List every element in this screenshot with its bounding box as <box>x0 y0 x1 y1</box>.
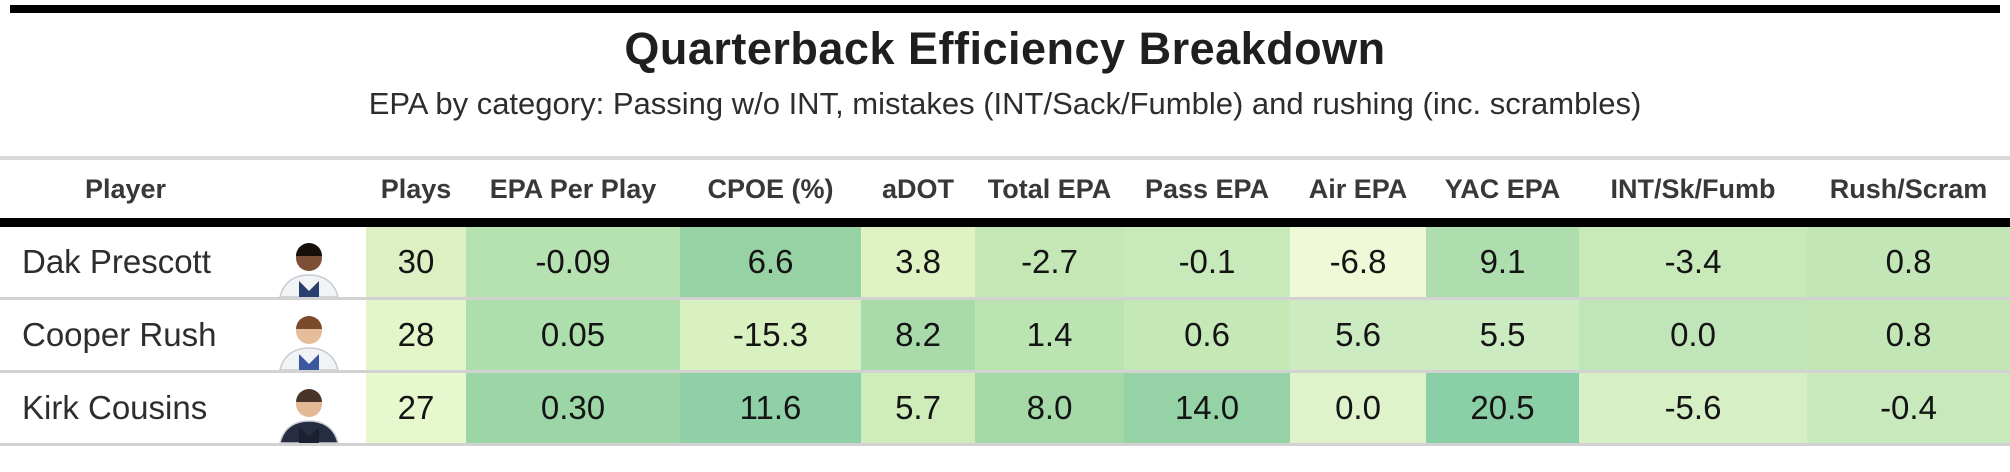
table-row-kirk-cousins: Kirk Cousins 27 0.30 11.6 5.7 8.0 14.0 <box>0 371 2010 446</box>
col-header-player: Player <box>0 156 366 227</box>
cell-cpoe: 11.6 <box>680 371 861 446</box>
cell-yac-epa: 5.5 <box>1426 298 1579 373</box>
cell-plays: 28 <box>366 298 466 373</box>
cell-adot: 8.2 <box>861 298 975 373</box>
player-cell: Dak Prescott <box>0 222 366 300</box>
cell-epa-per-play: -0.09 <box>466 222 680 300</box>
table-header: Player Plays EPA Per Play CPOE (%) aDOT … <box>0 156 2010 227</box>
cell-total-epa: -2.7 <box>975 222 1124 300</box>
col-header-cpoe: CPOE (%) <box>680 156 861 227</box>
page-subtitle: EPA by category: Passing w/o INT, mistak… <box>368 86 1642 121</box>
player-headshot-icon <box>279 243 339 297</box>
cell-cpoe: -15.3 <box>680 298 861 373</box>
player-name: Kirk Cousins <box>22 389 208 426</box>
col-header-rush-scram: Rush/Scram <box>1807 156 2010 227</box>
cell-total-epa: 1.4 <box>975 298 1124 373</box>
cell-plays: 27 <box>366 371 466 446</box>
cell-rush-scram: -0.4 <box>1807 371 2010 446</box>
cell-epa-per-play: 0.05 <box>466 298 680 373</box>
header-row: Player Plays EPA Per Play CPOE (%) aDOT … <box>0 156 2010 227</box>
cell-pass-epa: 0.6 <box>1124 298 1290 373</box>
col-header-pass-epa: Pass EPA <box>1124 156 1290 227</box>
cell-air-epa: 5.6 <box>1290 298 1426 373</box>
player-headshot-icon <box>279 389 339 443</box>
player-cell: Cooper Rush <box>0 298 366 373</box>
cell-rush-scram: 0.8 <box>1807 222 2010 300</box>
cell-adot: 3.8 <box>861 222 975 300</box>
player-cell: Kirk Cousins <box>0 371 366 446</box>
cell-yac-epa: 20.5 <box>1426 371 1579 446</box>
top-divider <box>10 5 2000 13</box>
cell-pass-epa: -0.1 <box>1124 222 1290 300</box>
col-header-air-epa: Air EPA <box>1290 156 1426 227</box>
cell-air-epa: -6.8 <box>1290 222 1426 300</box>
cell-epa-per-play: 0.30 <box>466 371 680 446</box>
cell-rush-scram: 0.8 <box>1807 298 2010 373</box>
cell-cpoe: 6.6 <box>680 222 861 300</box>
cell-int-sk-fumb: -5.6 <box>1579 371 1807 446</box>
col-header-adot: aDOT <box>861 156 975 227</box>
page-title: Quarterback Efficiency Breakdown <box>624 23 1386 74</box>
cell-adot: 5.7 <box>861 371 975 446</box>
table-row-cooper-rush: Cooper Rush 28 0.05 -15.3 8.2 1.4 0.6 <box>0 298 2010 373</box>
player-name: Cooper Rush <box>22 316 217 353</box>
col-header-total-epa: Total EPA <box>975 156 1124 227</box>
cell-int-sk-fumb: -3.4 <box>1579 222 1807 300</box>
cell-plays: 30 <box>366 222 466 300</box>
col-header-yac-epa: YAC EPA <box>1426 156 1579 227</box>
cell-air-epa: 0.0 <box>1290 371 1426 446</box>
col-header-plays: Plays <box>366 156 466 227</box>
table-row-dak-prescott: Dak Prescott 30 -0.09 6.6 3.8 -2.7 -0.1 <box>0 222 2010 300</box>
cell-pass-epa: 14.0 <box>1124 371 1290 446</box>
col-header-epa-per-play: EPA Per Play <box>466 156 680 227</box>
stats-table: Player Plays EPA Per Play CPOE (%) aDOT … <box>0 156 2010 446</box>
col-header-int-sk-fumb: INT/Sk/Fumb <box>1579 156 1807 227</box>
player-headshot-icon <box>279 316 339 370</box>
cell-total-epa: 8.0 <box>975 371 1124 446</box>
player-name: Dak Prescott <box>22 243 211 280</box>
cell-int-sk-fumb: 0.0 <box>1579 298 1807 373</box>
cell-yac-epa: 9.1 <box>1426 222 1579 300</box>
